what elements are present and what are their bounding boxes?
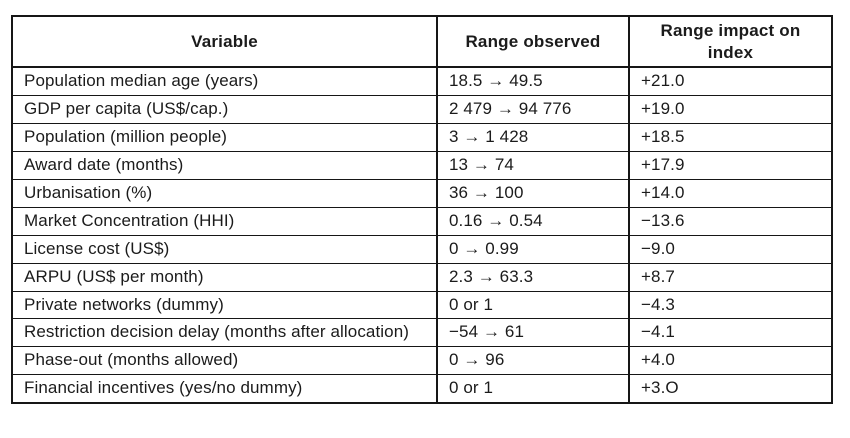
range-observed-cell: 36 → 100 — [436, 178, 629, 208]
range-observed-cell: 13 → 74 — [436, 150, 629, 180]
range-observed-cell: 0 → 96 — [436, 346, 629, 375]
variable-cell: License cost (US$) — [12, 234, 437, 264]
table-row: Urbanisation (%) 36 → 100 +14.0 — [12, 178, 832, 208]
range-observed-cell: 0.16 → 0.54 — [436, 206, 629, 236]
table-row: Restriction decision delay (months after… — [12, 318, 832, 347]
range-observed-cell: 0 → 0.99 — [436, 234, 629, 264]
range-observed-cell: 2 479 → 94 776 — [436, 94, 629, 124]
range-impact-cell: +14.0 — [628, 178, 832, 208]
variable-cell: Population median age (years) — [12, 66, 437, 96]
range-impact-cell: +19.0 — [628, 94, 832, 124]
variables-table-container: Variable Range observed Range impact on … — [11, 15, 833, 405]
range-observed-cell: 0 or 1 — [436, 290, 629, 319]
variables-table: Variable Range observed Range impact on … — [11, 15, 833, 405]
range-observed-cell: 3 → 1 428 — [436, 122, 629, 152]
range-impact-cell: −13.6 — [628, 206, 832, 236]
range-impact-cell: +21.0 — [628, 66, 832, 96]
table-row: Population (million people) 3 → 1 428 +18.… — [12, 122, 832, 152]
range-impact-cell: +17.9 — [628, 150, 832, 180]
variable-cell: Award date (months) — [12, 150, 437, 180]
header-range-observed: Range observed — [436, 16, 629, 68]
table-row: Financial incentives (yes/no dummy) 0 or … — [12, 374, 832, 404]
table-header: Variable Range observed Range impact on … — [12, 16, 832, 68]
variable-cell: Population (million people) — [12, 122, 437, 152]
variable-cell: Urbanisation (%) — [12, 178, 437, 208]
range-impact-cell: −4.3 — [628, 290, 832, 319]
range-observed-cell: −54 → 61 — [436, 318, 629, 347]
table-row: Phase-out (months allowed) 0 → 96 +4.0 — [12, 346, 832, 375]
header-variable: Variable — [12, 16, 437, 68]
variable-cell: GDP per capita (US$/cap.) — [12, 94, 437, 124]
range-impact-cell: +8.7 — [628, 262, 832, 291]
variable-cell: Restriction decision delay (months after… — [12, 318, 437, 347]
table-row: Market Concentration (HHI) 0.16 → 0.54 −13… — [12, 206, 832, 236]
table-row: License cost (US$) 0 → 0.99 −9.0 — [12, 234, 832, 264]
table-row: ARPU (US$ per month) 2.3 → 63.3 +8.7 — [12, 262, 832, 291]
header-row: Variable Range observed Range impact on … — [12, 16, 832, 68]
table-row: GDP per capita (US$/cap.) 2 479 → 94 776 +… — [12, 94, 832, 124]
table-row: Award date (months) 13 → 74 +17.9 — [12, 150, 832, 180]
variable-cell: ARPU (US$ per month) — [12, 262, 437, 291]
variable-cell: Private networks (dummy) — [12, 290, 437, 319]
table-row: Private networks (dummy) 0 or 1 −4.3 — [12, 290, 832, 319]
variable-cell: Financial incentives (yes/no dummy) — [12, 374, 437, 404]
range-impact-cell: −4.1 — [628, 318, 832, 347]
table-body: Population median age (years) 18.5 → 49.5… — [12, 66, 832, 404]
range-observed-cell: 18.5 → 49.5 — [436, 66, 629, 96]
header-range-impact: Range impact on index — [628, 16, 832, 68]
range-observed-cell: 0 or 1 — [436, 374, 629, 404]
range-impact-cell: +18.5 — [628, 122, 832, 152]
variable-cell: Phase-out (months allowed) — [12, 346, 437, 375]
table-row: Population median age (years) 18.5 → 49.5… — [12, 66, 832, 96]
range-observed-cell: 2.3 → 63.3 — [436, 262, 629, 291]
variable-cell: Market Concentration (HHI) — [12, 206, 437, 236]
range-impact-cell: +4.0 — [628, 346, 832, 375]
range-impact-cell: −9.0 — [628, 234, 832, 264]
range-impact-cell: +3.O — [628, 374, 832, 404]
